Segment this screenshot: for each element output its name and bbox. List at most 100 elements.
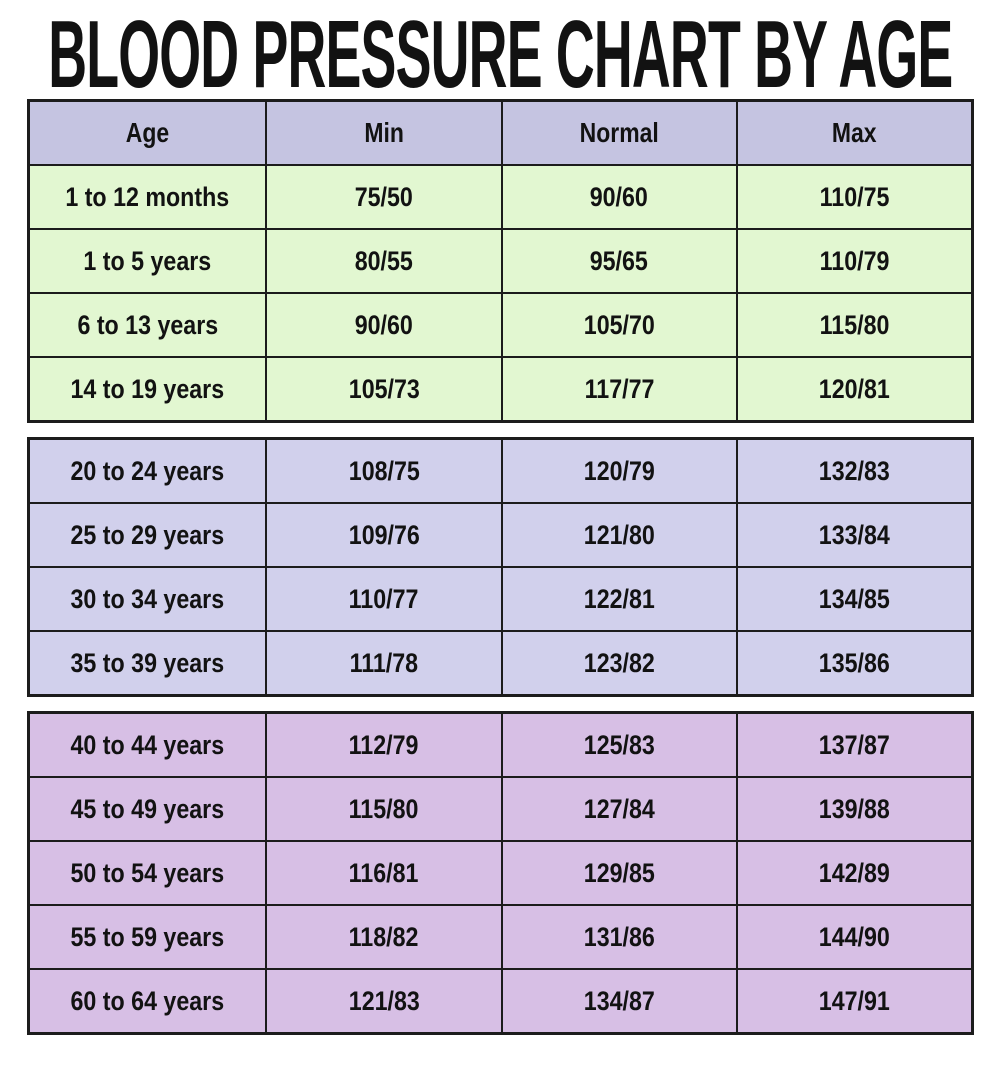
- max-value: 134/85: [818, 583, 890, 614]
- age-value: 45 to 49 years: [70, 793, 225, 824]
- table-row: 14 to 19 years 105/73 117/77 120/81: [30, 356, 971, 420]
- header-label: Max: [832, 117, 877, 148]
- normal-value: 122/81: [583, 583, 655, 614]
- min-cell: 90/60: [265, 294, 500, 356]
- max-value: 115/80: [819, 309, 890, 340]
- table-row: 45 to 49 years 115/80 127/84 139/88: [30, 776, 971, 840]
- header-row: Age Min Normal Max: [30, 102, 971, 164]
- max-value: 135/86: [818, 647, 890, 678]
- min-cell: 115/80: [265, 778, 500, 840]
- normal-cell: 117/77: [500, 358, 736, 420]
- header-label: Normal: [579, 117, 659, 148]
- max-cell: 132/83: [735, 440, 971, 502]
- age-cell: 50 to 54 years: [30, 842, 265, 904]
- age-cell: 40 to 44 years: [30, 714, 265, 776]
- normal-value: 129/85: [583, 857, 655, 888]
- min-value: 110/77: [349, 583, 419, 614]
- max-value: 133/84: [818, 519, 890, 550]
- table-row: 25 to 29 years 109/76 121/80 133/84: [30, 502, 971, 566]
- table-row: 35 to 39 years 111/78 123/82 135/86: [30, 630, 971, 694]
- min-value: 121/83: [348, 985, 420, 1016]
- age-value: 20 to 24 years: [70, 455, 225, 486]
- table-row: 50 to 54 years 116/81 129/85 142/89: [30, 840, 971, 904]
- normal-cell: 125/83: [500, 714, 736, 776]
- max-cell: 110/75: [735, 166, 971, 228]
- table-row: 40 to 44 years 112/79 125/83 137/87: [30, 714, 971, 776]
- min-cell: 111/78: [265, 632, 500, 694]
- age-value: 25 to 29 years: [70, 519, 225, 550]
- normal-value: 127/84: [583, 793, 655, 824]
- age-cell: 14 to 19 years: [30, 358, 265, 420]
- min-cell: 110/77: [265, 568, 500, 630]
- min-value: 75/50: [354, 181, 413, 212]
- age-cell: 55 to 59 years: [30, 906, 265, 968]
- max-cell: 135/86: [735, 632, 971, 694]
- min-value: 90/60: [354, 309, 413, 340]
- max-value: 120/81: [818, 373, 890, 404]
- normal-cell: 122/81: [500, 568, 736, 630]
- max-cell: 120/81: [735, 358, 971, 420]
- age-cell: 35 to 39 years: [30, 632, 265, 694]
- page-title-text: BLOOD PRESSURE CHART BY AGE: [47, 0, 953, 99]
- normal-cell: 121/80: [500, 504, 736, 566]
- normal-value: 120/79: [583, 455, 655, 486]
- normal-cell: 123/82: [500, 632, 736, 694]
- normal-cell: 90/60: [500, 166, 736, 228]
- min-cell: 108/75: [265, 440, 500, 502]
- min-value: 116/81: [349, 857, 419, 888]
- min-cell: 121/83: [265, 970, 500, 1032]
- age-cell: 20 to 24 years: [30, 440, 265, 502]
- age-value: 1 to 5 years: [83, 245, 212, 276]
- table-row: 30 to 34 years 110/77 122/81 134/85: [30, 566, 971, 630]
- max-cell: 144/90: [735, 906, 971, 968]
- normal-cell: 129/85: [500, 842, 736, 904]
- age-cell: 25 to 29 years: [30, 504, 265, 566]
- age-value: 40 to 44 years: [70, 729, 225, 760]
- min-value: 112/79: [349, 729, 419, 760]
- min-cell: 112/79: [265, 714, 500, 776]
- age-value: 60 to 64 years: [70, 985, 225, 1016]
- max-cell: 137/87: [735, 714, 971, 776]
- min-cell: 118/82: [265, 906, 500, 968]
- normal-value: 95/65: [590, 245, 649, 276]
- section-adults-20-39: 20 to 24 years 108/75 120/79 132/83 25 t…: [27, 437, 974, 697]
- normal-cell: 127/84: [500, 778, 736, 840]
- max-cell: 115/80: [735, 294, 971, 356]
- normal-cell: 105/70: [500, 294, 736, 356]
- header-cell-min: Min: [265, 102, 500, 164]
- header-cell-max: Max: [735, 102, 971, 164]
- normal-cell: 120/79: [500, 440, 736, 502]
- max-cell: 110/79: [735, 230, 971, 292]
- normal-cell: 131/86: [500, 906, 736, 968]
- min-cell: 80/55: [265, 230, 500, 292]
- min-cell: 105/73: [265, 358, 500, 420]
- table-row: 6 to 13 years 90/60 105/70 115/80: [30, 292, 971, 356]
- header-cell-age: Age: [30, 102, 265, 164]
- header-label: Age: [125, 117, 170, 148]
- max-value: 137/87: [818, 729, 890, 760]
- age-cell: 45 to 49 years: [30, 778, 265, 840]
- min-value: 105/73: [348, 373, 420, 404]
- normal-value: 134/87: [583, 985, 655, 1016]
- age-cell: 30 to 34 years: [30, 568, 265, 630]
- min-cell: 75/50: [265, 166, 500, 228]
- min-value: 80/55: [354, 245, 413, 276]
- age-cell: 60 to 64 years: [30, 970, 265, 1032]
- table-row: 20 to 24 years 108/75 120/79 132/83: [30, 440, 971, 502]
- min-value: 115/80: [349, 793, 419, 824]
- max-value: 147/91: [818, 985, 890, 1016]
- age-value: 35 to 39 years: [70, 647, 225, 678]
- normal-value: 123/82: [583, 647, 655, 678]
- age-value: 30 to 34 years: [70, 583, 225, 614]
- max-cell: 142/89: [735, 842, 971, 904]
- max-cell: 133/84: [735, 504, 971, 566]
- title-bar: BLOOD PRESSURE CHART BY AGE: [0, 0, 1000, 99]
- normal-value: 125/83: [583, 729, 655, 760]
- section-adults-40-64: 40 to 44 years 112/79 125/83 137/87 45 t…: [27, 711, 974, 1035]
- section-gap: [27, 423, 974, 437]
- normal-value: 90/60: [590, 181, 649, 212]
- normal-cell: 95/65: [500, 230, 736, 292]
- age-value: 1 to 12 months: [65, 181, 230, 212]
- age-cell: 1 to 5 years: [30, 230, 265, 292]
